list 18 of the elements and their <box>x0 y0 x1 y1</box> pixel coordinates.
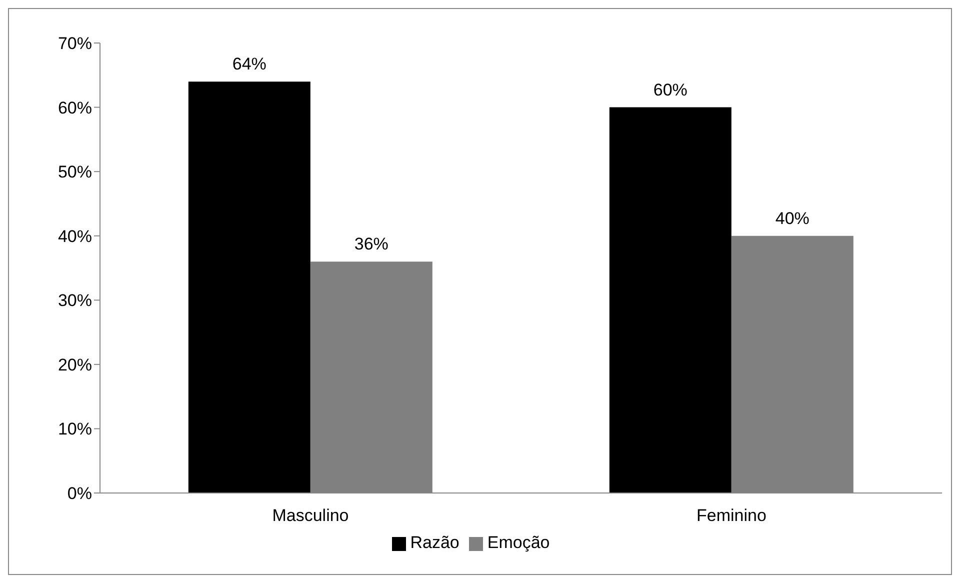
data-label: 36% <box>354 234 388 254</box>
x-tick-label: Masculino <box>272 506 349 526</box>
y-tick-label: 10% <box>58 420 92 439</box>
bar <box>188 82 310 493</box>
y-tick-label: 40% <box>58 226 92 246</box>
y-tick-label: 60% <box>58 98 92 118</box>
y-tick-label: 70% <box>58 34 92 54</box>
data-label: 64% <box>232 54 266 74</box>
y-tick-label: 50% <box>58 162 92 182</box>
legend-label: Razão <box>410 533 460 552</box>
bar <box>609 107 732 493</box>
data-label: 60% <box>653 80 688 100</box>
y-tick-label: 30% <box>58 291 92 310</box>
data-label: 40% <box>775 208 810 228</box>
y-tick-label: 0% <box>67 484 92 504</box>
y-tick-label: 20% <box>58 355 92 374</box>
legend-label: Emoção <box>487 533 550 552</box>
x-tick-label: Feminino <box>696 506 766 526</box>
